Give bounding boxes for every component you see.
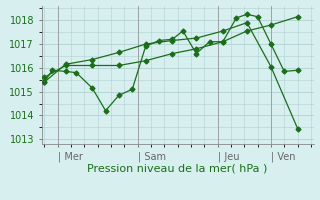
X-axis label: Pression niveau de la mer( hPa ): Pression niveau de la mer( hPa )	[87, 164, 268, 174]
